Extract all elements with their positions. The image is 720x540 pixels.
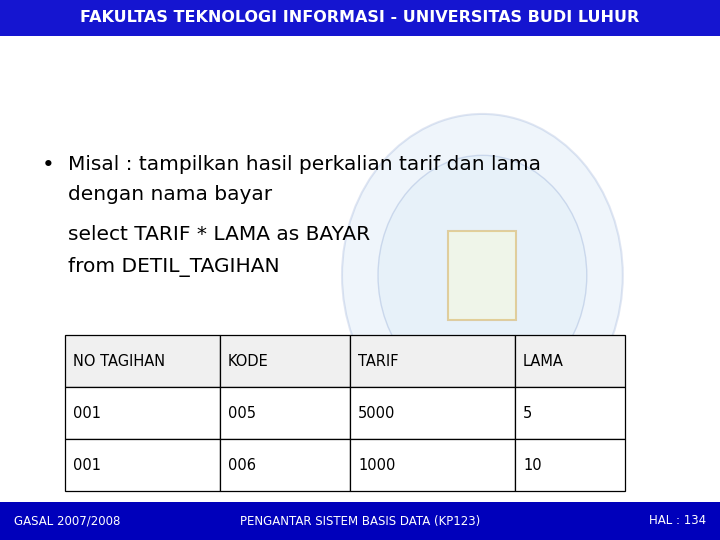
Text: 001: 001 — [73, 406, 101, 421]
Text: Misal : tampilkan hasil perkalian tarif dan lama: Misal : tampilkan hasil perkalian tarif … — [68, 155, 541, 174]
Text: PENGANTAR SISTEM BASIS DATA (KP123): PENGANTAR SISTEM BASIS DATA (KP123) — [240, 515, 480, 528]
Ellipse shape — [342, 114, 623, 437]
Bar — [515, 387, 625, 439]
Text: GASAL 2007/2008: GASAL 2007/2008 — [14, 515, 120, 528]
Text: dengan nama bayar: dengan nama bayar — [68, 185, 272, 204]
Bar — [0, 502, 720, 540]
Text: from DETIL_TAGIHAN: from DETIL_TAGIHAN — [68, 257, 279, 277]
Bar — [449, 231, 516, 320]
Text: 5000: 5000 — [358, 406, 395, 421]
Text: KODE: KODE — [228, 354, 269, 368]
Bar — [65, 335, 220, 387]
Text: NO TAGIHAN: NO TAGIHAN — [73, 354, 165, 368]
Bar — [350, 335, 515, 387]
Text: 005: 005 — [228, 406, 256, 421]
Bar — [515, 335, 625, 387]
Bar — [350, 387, 515, 439]
Bar — [65, 387, 220, 439]
Text: 001: 001 — [73, 457, 101, 472]
Text: •: • — [42, 155, 55, 175]
Bar — [0, 0, 720, 36]
Text: select TARIF * LAMA as BAYAR: select TARIF * LAMA as BAYAR — [68, 225, 370, 244]
Text: 10: 10 — [523, 457, 541, 472]
Text: 006: 006 — [228, 457, 256, 472]
Text: 5: 5 — [523, 406, 532, 421]
Bar — [220, 439, 350, 491]
Text: FAKULTAS TEKNOLOGI INFORMASI - UNIVERSITAS BUDI LUHUR: FAKULTAS TEKNOLOGI INFORMASI - UNIVERSIT… — [81, 10, 639, 25]
Text: TARIF: TARIF — [358, 354, 398, 368]
Bar — [65, 439, 220, 491]
Bar — [515, 439, 625, 491]
Text: HAL : 134: HAL : 134 — [649, 515, 706, 528]
Text: LAMA: LAMA — [523, 354, 564, 368]
Text: 1000: 1000 — [358, 457, 395, 472]
Bar — [350, 439, 515, 491]
Ellipse shape — [378, 156, 587, 395]
Bar — [220, 335, 350, 387]
Bar — [220, 387, 350, 439]
